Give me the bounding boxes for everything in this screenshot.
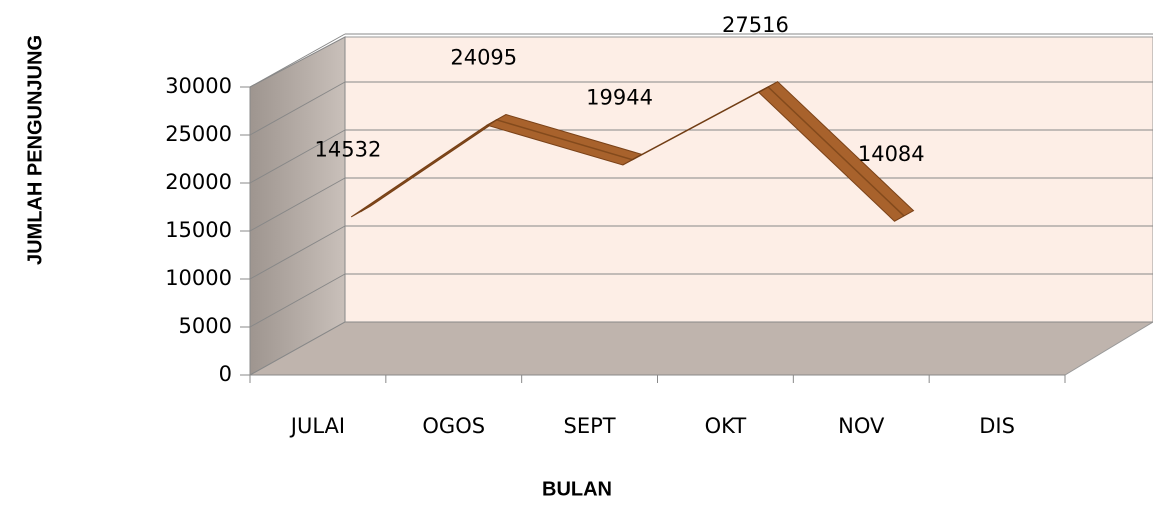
y-tick-label: 5000 [179, 314, 232, 338]
x-tick-label: OKT [705, 414, 747, 438]
x-axis-title: BULAN [542, 478, 612, 500]
grid-line [249, 321, 346, 376]
data-label: 27516 [722, 13, 789, 37]
data-label: 14084 [858, 142, 925, 166]
y-tick-label: 0 [219, 362, 232, 386]
grid-line [249, 129, 346, 184]
x-tick-label: SEPT [564, 414, 616, 438]
side-wall [249, 36, 346, 376]
x-tick-label: DIS [979, 414, 1015, 438]
data-label: 14532 [315, 137, 382, 161]
y-tick-label: 10000 [165, 266, 232, 290]
grid-line [249, 81, 346, 136]
series-line [360, 86, 905, 217]
grid-line [249, 273, 346, 328]
y-tick-label: 20000 [165, 170, 232, 194]
grid-line [249, 225, 346, 280]
floor [248, 321, 1153, 376]
y-tick-label: 25000 [165, 122, 232, 146]
grid-line [249, 177, 346, 232]
x-tick-label: JULAI [289, 414, 345, 438]
x-tick-label: NOV [838, 414, 885, 438]
y-tick-label: 30000 [165, 74, 232, 98]
y-tick-label: 15000 [165, 218, 232, 242]
y-axis-title: JUMLAH PENGUNJUNG [24, 35, 46, 265]
back-wall [344, 36, 1153, 323]
grid-line [249, 33, 346, 88]
data-label: 19944 [586, 86, 653, 110]
data-label: 24095 [450, 46, 517, 70]
x-tick-label: OGOS [422, 414, 485, 438]
